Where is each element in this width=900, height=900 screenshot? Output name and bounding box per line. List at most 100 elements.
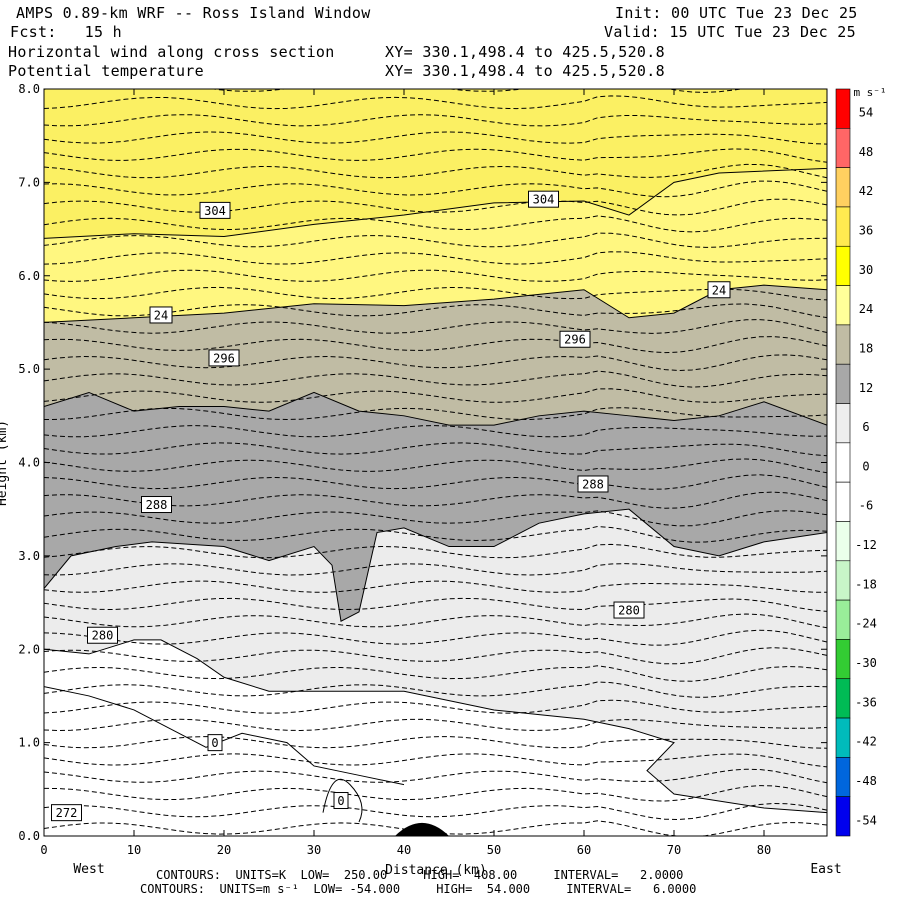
colorbar-swatch	[835, 167, 851, 208]
colorbar-swatch	[835, 285, 851, 326]
field2-label: Potential temperature	[8, 62, 204, 80]
y-tick-label: 3.0	[18, 549, 40, 563]
colorbar-swatch	[835, 481, 851, 522]
contour-label: 296	[213, 351, 235, 365]
theta-contour	[44, 665, 827, 682]
colorbar-swatch	[835, 678, 851, 719]
colorbar-tick-label: -54	[855, 813, 877, 827]
colorbar-tick-label: -36	[855, 695, 877, 709]
theta-contour	[44, 563, 827, 576]
y-tick-label: 0.0	[18, 829, 40, 843]
x-tick-label: 30	[307, 843, 321, 857]
theta-contour	[44, 370, 827, 388]
theta-contour	[44, 95, 827, 110]
colorbar-tick-label: 54	[859, 106, 873, 120]
theta-contour	[44, 597, 827, 612]
theta-contour	[44, 163, 827, 179]
theta-contour	[44, 613, 827, 629]
contour-label-box	[333, 792, 349, 810]
colorbar-tick-label: 12	[859, 381, 873, 395]
colorbar-swatch	[835, 560, 851, 601]
contour-label: 0	[337, 794, 344, 808]
contour-label-box	[208, 349, 240, 367]
colorbar-tick-label: 18	[859, 341, 873, 355]
contour-label-box	[199, 201, 231, 219]
colorbar-tick-label: -24	[855, 617, 877, 631]
theta-contour	[44, 802, 827, 821]
theta-contour	[44, 699, 827, 714]
field1-coordinates: XY= 330.1,498.4 to 425.5,520.8	[385, 43, 665, 61]
y-axis-label: Height (km)	[0, 420, 10, 506]
theta-contour	[44, 269, 827, 282]
forecast-hour: Fcst: 15 h	[10, 23, 122, 41]
contour-label-box	[559, 330, 591, 348]
colorbar-swatch	[835, 717, 851, 758]
theta-contour	[44, 425, 827, 438]
x-axis-right-end-label: East	[810, 862, 841, 877]
theta-contour	[44, 198, 827, 216]
theta-contour	[44, 580, 827, 593]
colorbar-swatch	[835, 639, 851, 680]
theta-contour	[44, 354, 827, 372]
theta-contour	[44, 442, 827, 457]
colorbar-swatch	[835, 206, 851, 247]
y-tick-label: 7.0	[18, 175, 40, 189]
y-tick-label: 1.0	[18, 736, 40, 750]
contour-label: 24	[154, 308, 168, 322]
contour-label: 304	[204, 204, 226, 218]
colorbar-units: m s⁻¹	[853, 86, 886, 99]
y-tick-label: 6.0	[18, 269, 40, 283]
contour-label: 280	[92, 629, 114, 643]
y-tick-label: 5.0	[18, 362, 40, 376]
field1-label: Horizontal wind along cross section	[8, 43, 335, 61]
contour-label: 280	[618, 604, 640, 618]
contour-label-box	[707, 281, 731, 299]
x-tick-label: 60	[577, 843, 591, 857]
theta-contour	[44, 458, 827, 474]
theta-contour	[44, 629, 827, 646]
theta-contour	[44, 319, 827, 334]
theta-contour	[44, 303, 827, 319]
colorbar-swatch	[835, 796, 851, 837]
potential-temperature-contours	[44, 89, 827, 836]
contour-label: 0	[211, 736, 218, 750]
theta-contour	[44, 768, 827, 784]
colorbar-tick-label: 42	[859, 184, 873, 198]
x-tick-label: 20	[217, 843, 231, 857]
theta-contour	[44, 647, 827, 665]
theta-contour	[44, 286, 827, 301]
theta-contour	[44, 148, 827, 163]
y-tick-label: 2.0	[18, 642, 40, 656]
colorbar-tick-label: -18	[855, 577, 877, 591]
contour-label: 272	[56, 806, 78, 820]
theta-contour	[44, 114, 827, 127]
x-axis-label: Distance (km)	[385, 863, 487, 878]
colorbar-tick-label: 30	[859, 263, 873, 277]
theta-contour	[44, 543, 827, 559]
wind-contour-info: CONTOURS: UNITS=m s⁻¹ LOW= -54.000 HIGH=…	[140, 882, 697, 896]
theta-contour	[44, 510, 827, 527]
theta-contour	[44, 820, 827, 836]
field2-coordinates: XY= 330.1,498.4 to 425.5,520.8	[385, 62, 665, 80]
contour-labels: 304 304 296 296 288 288 280 280 272 0 0 24 24	[51, 190, 731, 822]
theta-contour	[44, 736, 827, 749]
contour-label-box	[577, 475, 609, 493]
theta-contour	[44, 388, 827, 403]
x-tick-label: 40	[397, 843, 411, 857]
y-tick-label: 8.0	[18, 82, 40, 96]
colorbar-swatch	[835, 599, 851, 640]
colorbar-swatch	[835, 128, 851, 168]
chart-title: AMPS 0.89-km WRF -- Ross Island Window	[16, 4, 371, 22]
x-tick-label: 0	[40, 843, 47, 857]
colorbar-swatch	[835, 757, 851, 797]
contour-label: 288	[146, 498, 168, 512]
contour-label-box	[207, 734, 223, 752]
theta-contour	[44, 525, 827, 543]
theta-contour	[44, 336, 827, 354]
contour-label-box	[149, 306, 173, 324]
theta-contour	[44, 232, 827, 248]
theta-contour	[44, 215, 827, 233]
theta-contour-info: CONTOURS: UNITS=K LOW= 250.00 HIGH= 408.…	[156, 868, 684, 882]
theta-contour	[44, 753, 827, 768]
colorbar-swatch	[835, 88, 851, 129]
